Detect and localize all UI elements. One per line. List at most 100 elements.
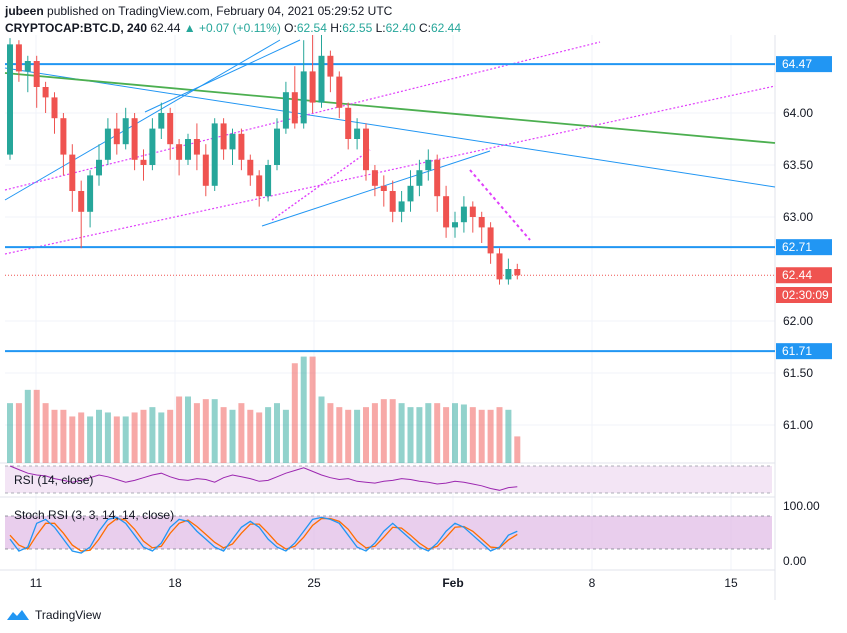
trendline-rising-left — [4, 39, 281, 201]
candle-body — [398, 201, 405, 212]
volume-bar — [104, 412, 111, 463]
candle-body — [363, 128, 369, 171]
price-label-box — [776, 239, 832, 256]
candle-body — [176, 144, 183, 160]
candle-body — [434, 159, 441, 197]
candle-body — [505, 269, 512, 280]
candle-body — [167, 113, 174, 145]
volume-bar — [96, 409, 102, 463]
trendline-support — [261, 150, 491, 227]
candle-body — [291, 92, 298, 124]
volume-bar — [185, 396, 191, 463]
price-label-level: 64.47 — [776, 56, 832, 73]
open-label: O: — [284, 21, 297, 35]
channel-bottom — [4, 85, 776, 255]
candle-body — [460, 206, 467, 223]
volume-bar — [291, 363, 298, 463]
rsi-label: RSI (14, close) — [14, 473, 93, 487]
candle-body — [256, 175, 263, 197]
drawings — [4, 39, 776, 353]
candle-body — [336, 76, 343, 108]
projection-line — [469, 169, 531, 241]
volume-bar — [167, 409, 174, 463]
candle-body — [211, 123, 218, 186]
volume-bar — [69, 416, 76, 463]
published-text: published on TradingView.com, February 0… — [47, 4, 393, 18]
tradingview-logo-icon[interactable] — [6, 608, 30, 622]
author[interactable]: jubeen — [5, 4, 44, 18]
volume-bar — [469, 407, 476, 463]
footer: TradingView — [6, 605, 101, 625]
candle-body — [202, 154, 209, 186]
candle-body — [7, 44, 13, 155]
volume-bar — [238, 403, 245, 463]
candle-body — [416, 170, 423, 186]
candle-body — [51, 97, 58, 119]
candle-body — [389, 191, 396, 212]
stoch-label: Stoch RSI (3, 3, 14, 14, close) — [14, 508, 174, 522]
price-label-text: 02:30:09 — [782, 288, 829, 302]
volume-bar — [345, 409, 352, 463]
high-value: 62.55 — [342, 21, 373, 35]
volume-bar — [15, 403, 22, 463]
price-tick: 61.50 — [783, 366, 813, 380]
price-label-level: 61.71 — [776, 343, 832, 360]
price-label-box — [776, 56, 832, 73]
candle-body — [443, 196, 450, 228]
price-tick: 62.00 — [783, 314, 813, 328]
volume-bar — [496, 407, 503, 463]
candles — [7, 35, 521, 285]
price-tick: 63.00 — [783, 210, 813, 224]
candle-body — [265, 165, 272, 197]
publish-line: jubeen published on TradingView.com, Feb… — [5, 4, 392, 18]
candle-body — [496, 253, 503, 280]
candle-body — [15, 44, 22, 72]
ohlc-line: CRYPTOCAP:BTC.D, 240 62.44 ▲ +0.07 (+0.1… — [5, 21, 461, 35]
change-arrow-icon: ▲ — [183, 21, 196, 35]
volume-bar — [149, 407, 156, 463]
volume-bar — [7, 403, 13, 463]
symbol[interactable]: CRYPTOCAP:BTC.D, 240 — [5, 21, 148, 35]
volume-bar — [371, 403, 378, 463]
candle-body — [425, 159, 432, 171]
high-label: H: — [330, 21, 343, 35]
volume-bar — [407, 407, 414, 463]
volume-bar — [211, 399, 218, 463]
volume-bar — [478, 409, 485, 463]
candle-body — [78, 191, 85, 212]
candle-body — [24, 61, 31, 72]
volume-bar — [265, 407, 272, 463]
candle-body — [140, 159, 147, 165]
volume-bar — [229, 409, 236, 463]
close-label: C: — [418, 21, 431, 35]
candle-body — [113, 128, 120, 145]
price-labels: 64.47 62.71 62.44 02:30:09 61.71 — [776, 56, 832, 360]
volume-bar — [274, 403, 280, 463]
volume-bar — [158, 412, 165, 463]
price-label-text: 64.47 — [782, 57, 812, 71]
candle-body — [60, 118, 67, 155]
volume-bar — [300, 356, 307, 463]
volume-bar — [452, 403, 458, 463]
volume-bar — [282, 409, 289, 463]
volume-bar — [87, 416, 94, 463]
volume-bar — [140, 409, 147, 463]
candle-body — [514, 269, 521, 276]
price-label-level: 62.71 — [776, 239, 832, 256]
stoch-tick-0: 0.00 — [783, 554, 807, 568]
volume-bar — [389, 399, 396, 463]
volume-bar — [131, 412, 138, 463]
time-tick: 25 — [307, 576, 321, 590]
candle-body — [247, 159, 254, 176]
candle-body — [487, 227, 494, 254]
rsi-line — [9, 465, 518, 491]
trendline-green — [4, 72, 776, 144]
brand-name[interactable]: TradingView — [35, 608, 102, 622]
stoch-k-line — [9, 516, 518, 554]
trendline-rising — [144, 39, 301, 113]
stoch-tick-100: 100.00 — [783, 499, 820, 513]
candle-body — [407, 185, 414, 202]
volume-bar — [113, 416, 120, 463]
candle-body — [478, 217, 485, 228]
candle-body — [122, 118, 129, 145]
